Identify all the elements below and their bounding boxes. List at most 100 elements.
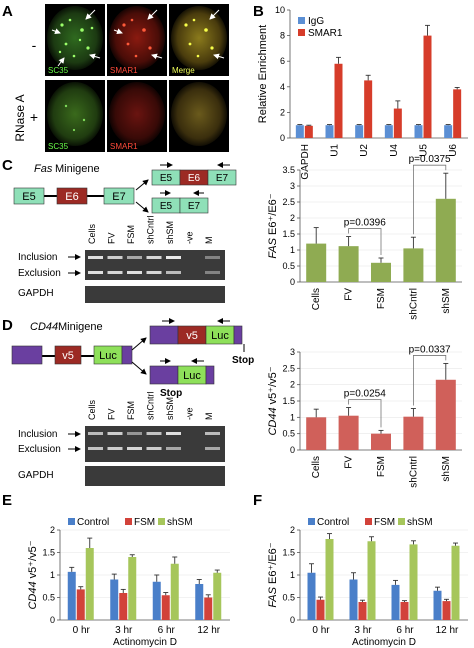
cd44-timecourse-bar-shsm [85,548,94,620]
cd44-gel-band [146,447,162,450]
fas-timecourse-bar-fsm [358,602,367,620]
merge-label-top: Merge [172,66,195,75]
fas-timecourse-bar-shsm [451,545,460,620]
fas-gel-lane-labels: Cells FV FSM shCntrl shSM -ve M [87,215,214,244]
cd44-gel-band [107,432,123,435]
fas-timecourse-legend-label: shSM [407,517,433,528]
cd44-ratio-chart-y-tick-label: 3 [290,347,295,357]
nucleus-merge-plus [171,82,227,146]
cd44-gel-band [127,447,142,450]
chip-legend-label: IgG [308,16,324,27]
chip-chart-y-tick-label: 8 [280,31,285,41]
panel-c: C Fas Minigene E5 E6 E7 E5 E6 E7 E5 E7 C… [2,157,237,303]
fas-inclusion-label: Inclusion [18,252,57,263]
cd44-timecourse-y-tick-label: 2 [50,525,55,535]
nucleus-sc35-plus [47,82,103,146]
fas-gel-band [205,256,220,259]
cd44-stop-label-top: Stop [232,355,254,366]
fas-gel-lane-label: Cells [87,223,97,244]
fas-ratio-chart-significance-bracket [413,164,447,235]
fas-gel-lane-label: FSM [126,225,136,244]
chip-x-tick-label: U4 [389,144,400,157]
cd44-ratio-chart-significance-bracket [413,355,447,406]
cd44-timecourse-x-tick-label: 6 hr [158,625,176,636]
fas-gel-band [127,271,142,274]
nucleus-merge-minus [171,6,227,70]
cd44-gel-band [166,447,181,450]
fas-exon5-label: E5 [22,191,35,203]
fas-gel-lane-label: FV [107,232,117,244]
fas-ratio-chart-y-tick-label: 3.5 [282,165,295,175]
cd44-timecourse-bar-fsm [204,597,213,620]
smar1-label-top: SMAR1 [110,66,138,75]
cd44-gel-lane-label: M [204,413,214,421]
chip-bar-igg [384,125,393,138]
chip-bar-smar1 [423,35,432,138]
cd44-gel-gapdh [85,466,225,486]
fas-timecourse-legend-swatch [365,518,372,525]
fas-timecourse-x-tick-label: 12 hr [436,625,459,636]
fas-ratio-chart-x-tick-label: shCntrl [408,288,419,320]
fas-timecourse-y-tick-label: 0 [290,615,295,625]
rnase-a-label: RNase A [13,94,27,141]
cd44-ratio-chart-x-tick-label: Cells [311,456,322,478]
cd44-minigene-gene: CD44 [30,321,58,333]
chip-bar-smar1 [364,80,373,138]
cd44-gel-band [205,432,220,435]
fas-ratio-chart-bar [371,262,391,282]
cd44-gel-lane-label: shSM [165,397,175,420]
fas-timecourse-legend-swatch [398,518,405,525]
cd44-ratio-chart-bar [435,379,456,450]
cd44-ratio-chart-bar [403,416,424,450]
cd44-timecourse-y-tick-label: 1.5 [42,548,55,558]
cd44-excl-exon [149,365,179,385]
chip-bar-igg [414,125,423,138]
fas-ratio-chart-bar [403,248,424,282]
fas-timecourse-y-tick-label: 1 [290,570,295,580]
cd44-v5-box [54,345,82,365]
fas-timecourse-y-axis-label: FAS E6⁺/E6⁻ [267,542,279,607]
fas-timecourse-legend-label: FSM [374,517,395,528]
fas-timecourse-bar-shsm [367,541,376,620]
fas-gel-band [127,256,142,259]
cd44-timecourse-x-tick-label: 0 hr [73,625,91,636]
chip-chart-y-tick-label: 0 [280,133,285,143]
fas-ratio-chart-p-value: p=0.0396 [344,218,386,229]
cd44-v5-label: v5 [62,350,74,362]
fas-exon7-label: E7 [112,191,125,203]
fas-excl-e7 [179,197,209,214]
chip-chart-y-tick-label: 2 [280,107,285,117]
fas-exon5-box [13,187,45,205]
fas-ratio-chart-y-tick-label: 1 [290,245,295,255]
cd44-gel-lane-label: -ve [185,407,195,420]
fas-ratio-chart-p-value: p=0.0375 [409,154,451,165]
cd44-timecourse-legend-label: shSM [167,517,193,528]
fas-ratio-chart-bar [306,243,327,282]
fas-ratio-chart-y-tick-label: 0 [290,277,295,287]
chip-x-tick-label: U1 [330,144,341,157]
chip-bar-smar1 [393,108,402,138]
cd44-timecourse-x-axis-label: Actinomycin D [113,637,177,648]
cd44-ratio-chart-x-tick-label: FSM [376,456,387,477]
cd44-ratio-chart-y-tick-label: 0 [290,445,295,455]
fas-ratio-chart-bar [338,246,359,282]
cd44-inclusion-label: Inclusion [18,429,57,440]
fas-exclusion-label: Exclusion [18,268,61,279]
cd44-gel-lane-label: FV [107,408,117,420]
fas-gel-splicing [85,250,225,280]
chip-bar-smar1 [304,125,313,138]
fas-gel-lane-label: shSM [165,221,175,244]
fas-gel-band [166,271,181,274]
cd44-gel-band [146,432,162,435]
fas-gel-lane-label: M [204,237,214,245]
fas-exon6-box [56,187,88,205]
cd44-ratio-chart-p-value: p=0.0337 [409,344,451,355]
fas-minigene-word: Minigene [55,163,100,175]
fas-ratio-chart-x-tick-label: shSM [441,288,452,314]
fas-timecourse-x-tick-label: 3 hr [354,625,372,636]
fas-gel-band [146,256,162,259]
fas-ratio-chart-bar [435,198,456,282]
fas-timecourse-legend-label: Control [317,517,349,528]
cd44-timecourse-legend-label: FSM [134,517,155,528]
cd44-excl-exon-end [205,365,215,385]
